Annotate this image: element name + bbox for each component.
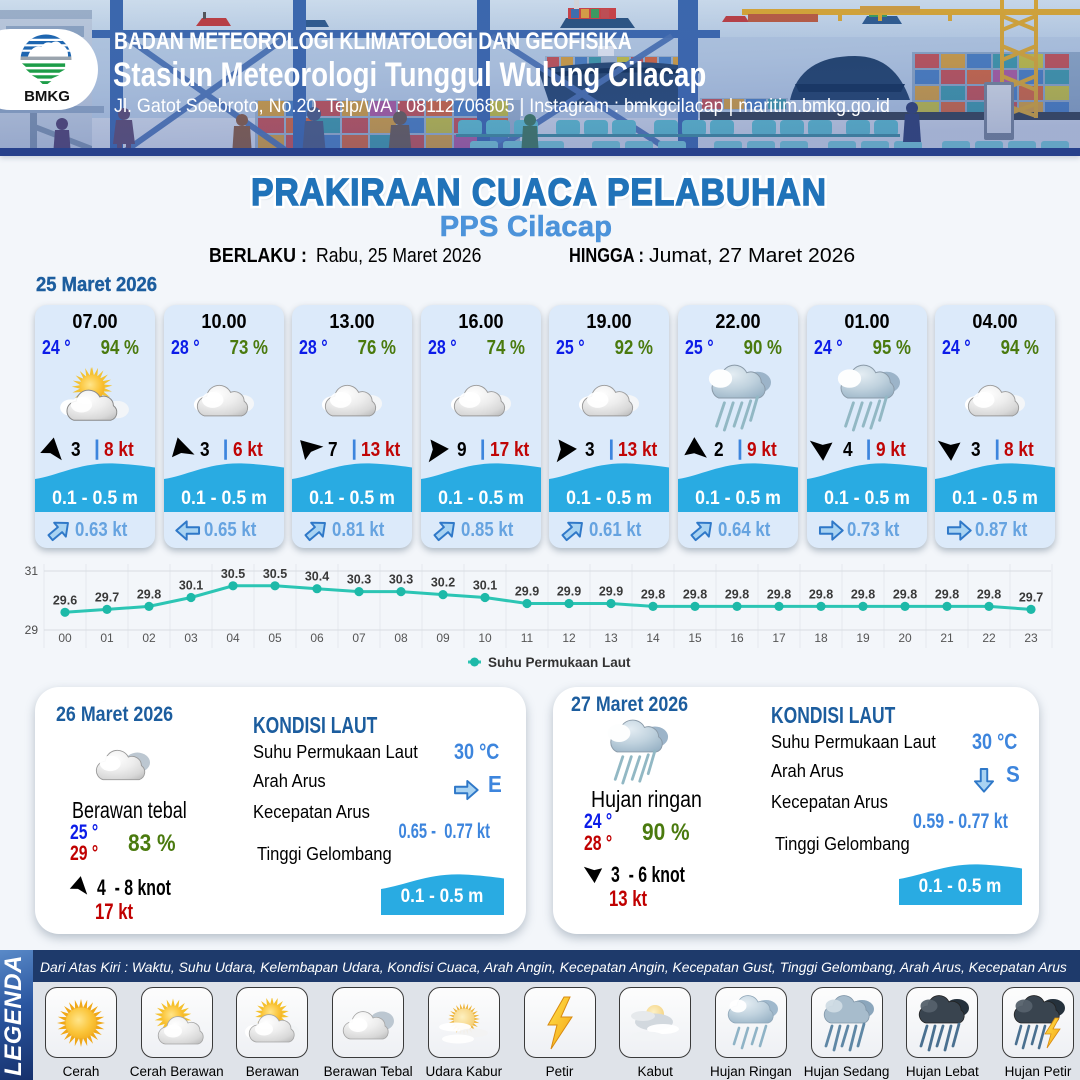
svg-text:01: 01 xyxy=(100,631,114,645)
svg-text:04: 04 xyxy=(226,631,240,645)
svg-text:00: 00 xyxy=(58,631,72,645)
svg-text:29.9: 29.9 xyxy=(557,585,581,599)
svg-text:30.5: 30.5 xyxy=(221,567,245,581)
svg-text:30.1: 30.1 xyxy=(473,579,497,593)
svg-text:19: 19 xyxy=(856,631,870,645)
svg-text:12: 12 xyxy=(562,631,576,645)
svg-text:29.8: 29.8 xyxy=(977,587,1001,601)
svg-text:29.8: 29.8 xyxy=(137,587,161,601)
svg-text:18: 18 xyxy=(814,631,828,645)
svg-text:31: 31 xyxy=(25,564,39,578)
svg-text:29.6: 29.6 xyxy=(53,593,77,607)
svg-text:29.7: 29.7 xyxy=(1019,590,1043,604)
svg-text:29: 29 xyxy=(25,623,39,637)
svg-text:29.8: 29.8 xyxy=(767,587,791,601)
svg-text:29.8: 29.8 xyxy=(725,587,749,601)
svg-text:29.7: 29.7 xyxy=(95,590,119,604)
svg-text:02: 02 xyxy=(142,631,156,645)
svg-text:05: 05 xyxy=(268,631,282,645)
svg-text:10: 10 xyxy=(478,631,492,645)
svg-text:29.8: 29.8 xyxy=(851,587,875,601)
svg-text:03: 03 xyxy=(184,631,198,645)
svg-text:30.3: 30.3 xyxy=(347,573,371,587)
svg-text:30.5: 30.5 xyxy=(263,567,287,581)
svg-text:29.9: 29.9 xyxy=(515,585,539,599)
svg-text:20: 20 xyxy=(898,631,912,645)
svg-text:17: 17 xyxy=(772,631,786,645)
svg-text:30.3: 30.3 xyxy=(389,573,413,587)
svg-text:21: 21 xyxy=(940,631,954,645)
svg-text:29.8: 29.8 xyxy=(893,587,917,601)
svg-text:16: 16 xyxy=(730,631,744,645)
svg-text:22: 22 xyxy=(982,631,996,645)
svg-text:29.9: 29.9 xyxy=(599,585,623,599)
svg-text:29.8: 29.8 xyxy=(683,587,707,601)
svg-text:29.8: 29.8 xyxy=(935,587,959,601)
svg-text:07: 07 xyxy=(352,631,366,645)
svg-text:09: 09 xyxy=(436,631,450,645)
svg-text:23: 23 xyxy=(1024,631,1038,645)
svg-text:08: 08 xyxy=(394,631,408,645)
svg-text:06: 06 xyxy=(310,631,324,645)
svg-text:30.4: 30.4 xyxy=(305,570,329,584)
svg-text:29.8: 29.8 xyxy=(641,587,665,601)
svg-text:30.2: 30.2 xyxy=(431,576,455,590)
svg-text:13: 13 xyxy=(604,631,618,645)
svg-text:14: 14 xyxy=(646,631,660,645)
svg-text:29.8: 29.8 xyxy=(809,587,833,601)
svg-text:11: 11 xyxy=(521,631,534,645)
svg-text:15: 15 xyxy=(688,631,702,645)
svg-text:30.1: 30.1 xyxy=(179,579,203,593)
svg-text:Suhu Permukaan Laut: Suhu Permukaan Laut xyxy=(488,655,631,670)
